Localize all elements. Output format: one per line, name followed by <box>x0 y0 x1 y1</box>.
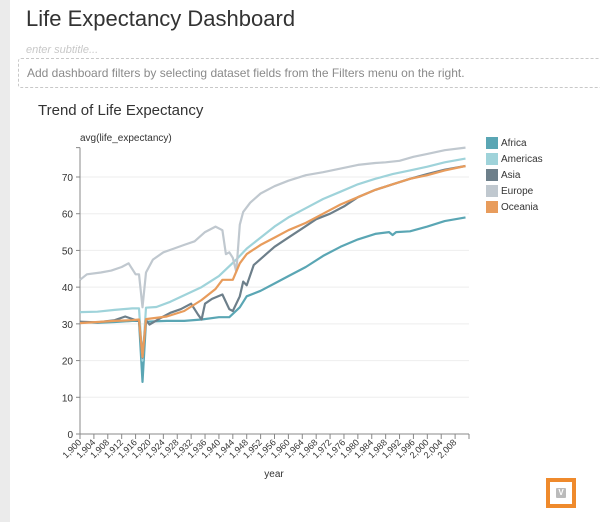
series-line-oceania <box>79 164 466 358</box>
y-axis: 0 10 20 30 40 50 60 70 <box>62 147 81 441</box>
legend-item-africa[interactable]: Africa <box>486 135 543 151</box>
gridlines <box>80 176 469 398</box>
legend-swatch <box>486 169 498 181</box>
x-axis-label: year <box>264 469 284 480</box>
dashboard-page: Life Expectancy Dashboard enter subtitle… <box>10 0 600 522</box>
legend-swatch <box>486 137 498 149</box>
chart-title: Trend of Life Expectancy <box>38 102 204 119</box>
y-tick-label: 60 <box>62 210 74 221</box>
funnel-icon: V <box>556 488 566 498</box>
dashboard-title[interactable]: Life Expectancy Dashboard <box>26 6 296 31</box>
series-line-europe <box>79 146 466 309</box>
y-tick-label: 40 <box>62 283 74 294</box>
y-tick-label: 0 <box>67 430 73 441</box>
legend-label: Africa <box>501 137 527 149</box>
x-axis: 1,9001,9041,9081,9121,9161,9201,9241,928… <box>60 433 470 460</box>
legend-swatch <box>486 201 498 213</box>
series-line-africa <box>79 216 466 383</box>
legend-swatch <box>486 153 498 165</box>
filter-panel-toggle-button[interactable]: V <box>546 478 576 508</box>
filters-dropzone[interactable]: Add dashboard filters by selecting datas… <box>18 58 600 88</box>
legend-item-oceania[interactable]: Oceania <box>486 199 543 215</box>
legend-label: Oceania <box>501 201 539 213</box>
legend-label: Americas <box>501 153 543 165</box>
legend-swatch <box>486 185 498 197</box>
legend-label: Asia <box>501 169 521 181</box>
legend-item-europe[interactable]: Europe <box>486 183 543 199</box>
y-axis-label: avg(life_expectancy) <box>80 133 172 144</box>
series-line-asia <box>79 164 466 359</box>
subtitle-input[interactable]: enter subtitle... <box>26 44 99 56</box>
legend-label: Europe <box>501 185 534 197</box>
y-tick-label: 10 <box>62 393 74 404</box>
series-lines <box>79 146 466 383</box>
legend-item-asia[interactable]: Asia <box>486 167 543 183</box>
y-tick-label: 30 <box>62 320 74 331</box>
chart-legend: Africa Americas Asia Europe Oceania <box>486 135 543 215</box>
series-line-americas <box>79 157 466 362</box>
legend-item-americas[interactable]: Americas <box>486 151 543 167</box>
y-tick-label: 50 <box>62 246 74 257</box>
y-tick-label: 70 <box>62 173 74 184</box>
y-tick-label: 20 <box>62 357 74 368</box>
